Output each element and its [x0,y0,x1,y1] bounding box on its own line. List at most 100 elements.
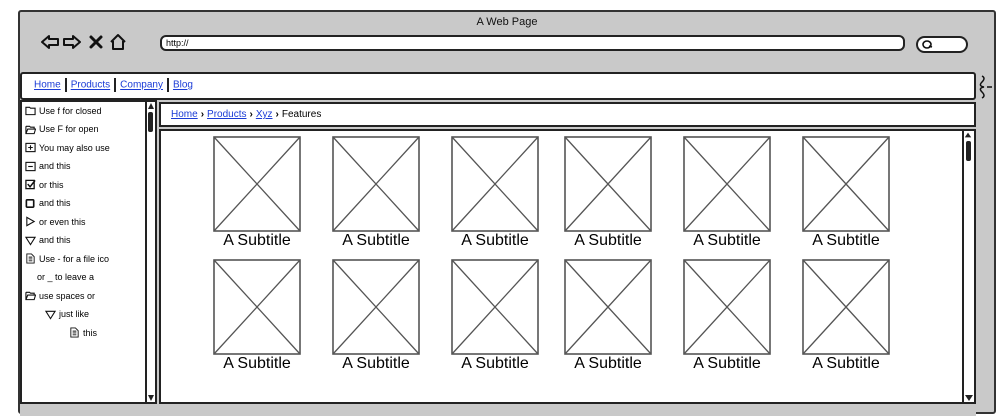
back-arrow-icon [41,35,59,49]
tree-item[interactable]: Use F for open [25,124,99,135]
scroll-down-icon[interactable] [964,394,974,402]
card-subtitle: A Subtitle [812,355,880,372]
tree-item-label: just like [59,309,90,319]
chevron-right-icon: › [249,109,253,120]
tree-item-label: or even this [39,216,86,227]
folder-open-icon [25,124,36,135]
folder-open-icon [25,290,36,301]
file-icon [69,327,80,338]
card-subtitle: A Subtitle [574,232,642,249]
search-field[interactable] [916,36,968,53]
image-card[interactable]: A Subtitle [802,136,898,256]
triangle-right-icon [25,216,36,227]
breadcrumb-home[interactable]: Home [171,109,198,120]
tree-item-label: this [83,327,98,338]
image-placeholder-icon [213,259,301,355]
checkbox-checked-icon [25,179,36,190]
nav-link-products[interactable]: Products [70,79,111,91]
content-scrollbar[interactable] [962,131,974,402]
card-subtitle: A Subtitle [693,232,761,249]
image-card[interactable]: A Subtitle [564,136,660,256]
tree-item-label: and this [39,235,71,245]
tree-item[interactable]: just like [45,309,89,320]
close-icon [89,35,103,49]
search-icon [922,39,934,53]
resize-brace-icon [978,74,994,104]
nav-link-blog[interactable]: Blog [172,79,193,91]
tree-item-label: and this [39,198,71,208]
breadcrumb-products[interactable]: Products [207,109,247,120]
nav-link-home[interactable]: Home [34,79,61,91]
image-card[interactable]: A Subtitle [332,259,428,379]
scroll-thumb[interactable] [148,112,153,132]
image-card[interactable]: A Subtitle [213,259,309,379]
image-placeholder-icon [332,136,420,232]
image-card[interactable]: A Subtitle [564,259,660,379]
url-input[interactable]: http:// [160,35,905,51]
image-placeholder-icon [451,259,539,355]
plus-box-icon [25,142,36,153]
window-title: A Web Page [476,16,538,28]
tree-item[interactable]: You may also use [25,142,110,153]
tree-item[interactable]: and this [25,235,71,246]
tree-item-label: or _ to leave a [37,271,95,282]
image-card[interactable]: A Subtitle [332,136,428,256]
tree-item[interactable]: Use f for closed [25,105,102,116]
card-subtitle: A Subtitle [812,232,880,249]
tree-item-label: Use - for a file ico [39,253,110,264]
checkbox-empty-icon [25,198,36,209]
image-placeholder-icon [213,136,301,232]
tree-item[interactable]: and this [25,198,71,209]
nav-divider [64,78,67,92]
tree-item[interactable]: use spaces or [25,290,95,301]
content-area: A Subtitle A Subtitle A Subtitle A Subtitle… [159,129,976,404]
tree-item[interactable]: or even this [25,216,86,227]
image-placeholder-icon [451,136,539,232]
image-placeholder-icon [802,136,890,232]
file-icon [25,253,36,264]
image-placeholder-icon [564,259,652,355]
scroll-down-icon[interactable] [147,394,155,402]
nav-link-company[interactable]: Company [120,79,163,91]
scroll-thumb[interactable] [966,141,971,161]
forward-button[interactable] [62,30,82,54]
image-card[interactable]: A Subtitle [683,136,779,256]
home-button[interactable] [108,30,128,54]
image-card[interactable]: A Subtitle [451,136,547,256]
card-subtitle: A Subtitle [342,355,410,372]
scroll-up-icon[interactable] [964,131,972,139]
image-card[interactable]: A Subtitle [683,259,779,379]
image-card[interactable]: A Subtitle [802,259,898,379]
back-button[interactable] [40,30,60,54]
tree-item-label: Use f for closed [39,105,102,116]
tree-item[interactable]: or _ to leave a [37,272,94,282]
image-placeholder-icon [683,259,771,355]
tree-item[interactable]: or this [25,179,64,190]
triangle-down-icon [45,309,56,320]
tree-item[interactable]: this [69,327,97,338]
tree-item[interactable]: and this [25,161,71,172]
card-subtitle: A Subtitle [693,355,761,372]
forward-arrow-icon [63,35,81,49]
image-card[interactable]: A Subtitle [213,136,309,256]
breadcrumb: Home › Products › Xyz › Features [159,102,976,127]
chevron-right-icon: › [200,109,205,120]
home-icon [110,34,126,50]
tree-item-label: Use F for open [39,124,99,134]
nav-divider [114,78,117,92]
tree-item-label: You may also use [39,142,110,153]
image-card[interactable]: A Subtitle [451,259,547,379]
breadcrumb-xyz[interactable]: Xyz [255,109,273,120]
tree-item[interactable]: Use - for a file ico [25,253,109,264]
minus-box-icon [25,161,36,172]
card-subtitle: A Subtitle [342,232,410,249]
scroll-up-icon[interactable] [147,102,155,110]
stop-button[interactable] [86,30,106,54]
image-placeholder-icon [683,136,771,232]
card-subtitle: A Subtitle [461,355,529,372]
image-placeholder-icon [802,259,890,355]
card-subtitle: A Subtitle [223,232,291,249]
image-placeholder-icon [332,259,420,355]
triangle-down-icon [25,235,36,246]
tree-scrollbar[interactable] [145,102,155,402]
